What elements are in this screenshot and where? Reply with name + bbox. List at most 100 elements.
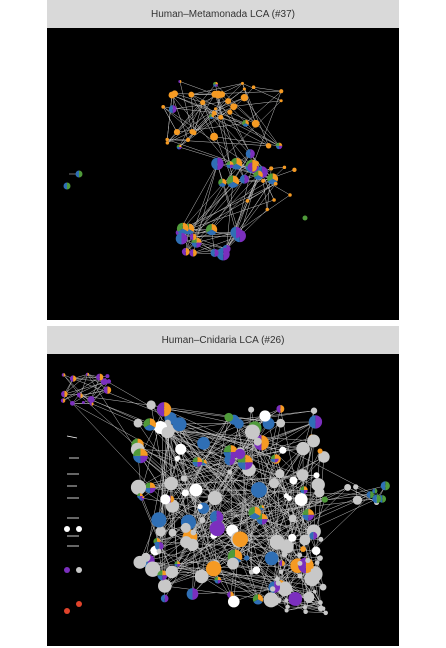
network-edge	[182, 183, 276, 229]
node-slice	[303, 486, 308, 490]
node-slice	[140, 448, 148, 456]
node-slice	[175, 232, 182, 245]
node-slice	[157, 570, 163, 576]
panel-cnidaria: Human–Cnidaria LCA (#26)	[47, 326, 399, 648]
network-node	[240, 81, 244, 85]
network-node	[210, 248, 219, 257]
network-node	[214, 576, 222, 584]
node-slice	[144, 424, 156, 431]
network-edge	[188, 199, 275, 230]
network-node	[160, 494, 171, 505]
network-node	[317, 555, 323, 561]
network-node	[288, 193, 292, 197]
network-node	[275, 597, 282, 604]
network-edge	[235, 166, 253, 233]
network-edge	[211, 116, 269, 147]
network-node	[216, 247, 230, 261]
network-node	[197, 504, 203, 510]
node-slice	[214, 248, 219, 257]
node-slice	[230, 226, 237, 238]
network-node	[380, 481, 390, 491]
network-node	[234, 418, 244, 429]
network-edge	[240, 423, 312, 452]
node-slice	[382, 495, 387, 503]
network-edge	[215, 108, 280, 147]
network-edge	[160, 462, 204, 532]
network-node	[274, 576, 280, 582]
network-node	[178, 79, 182, 84]
panel-metamonada: Human–Metamonada LCA (#37)	[47, 0, 399, 322]
network-edge	[162, 490, 375, 576]
node-slice	[184, 229, 194, 235]
network-node	[63, 182, 71, 190]
node-slice	[226, 161, 230, 165]
network-node	[237, 454, 253, 470]
network-node	[242, 87, 246, 91]
network-node	[160, 594, 169, 603]
network-node	[199, 516, 206, 523]
network-node	[70, 400, 75, 406]
network-edge	[215, 84, 280, 147]
node-slice	[236, 157, 243, 167]
network-edge	[305, 611, 326, 614]
network-node	[96, 373, 104, 381]
node-slice	[374, 488, 378, 494]
node-slice	[211, 157, 218, 170]
node-slice	[157, 575, 163, 581]
network-node	[344, 483, 352, 491]
network-node	[264, 551, 279, 566]
node-slice	[279, 560, 283, 567]
network-node	[279, 99, 283, 103]
node-slice	[172, 105, 177, 114]
network-node	[226, 161, 234, 169]
network-edge	[170, 417, 280, 474]
network-node	[172, 417, 187, 432]
node-slice	[213, 81, 216, 85]
network-edge	[163, 106, 193, 132]
node-slice	[211, 223, 218, 233]
network-edge	[152, 487, 348, 570]
network-edge	[214, 113, 280, 147]
network-node	[305, 557, 311, 563]
network-node	[213, 81, 219, 87]
node-slice	[223, 445, 231, 453]
node-slice	[137, 493, 140, 496]
network-node	[269, 166, 274, 171]
node-slice	[139, 495, 143, 499]
network-edge	[271, 167, 285, 169]
node-slice	[188, 223, 195, 232]
node-slice	[209, 114, 212, 118]
node-slice	[205, 223, 212, 233]
network-node	[161, 105, 166, 109]
node-slice	[239, 174, 245, 184]
node-slice	[280, 405, 285, 413]
network-node	[226, 175, 240, 188]
network-node	[292, 167, 297, 172]
network-node	[302, 509, 315, 521]
node-slice	[191, 242, 197, 248]
node-slice	[196, 237, 202, 243]
node-slice	[372, 494, 377, 504]
network-node	[300, 486, 308, 494]
network-edge	[185, 153, 251, 252]
network-node	[311, 546, 321, 556]
network-node	[209, 510, 224, 524]
network-node	[276, 405, 285, 413]
network-node	[218, 178, 227, 187]
network-node	[212, 110, 216, 115]
node-slice	[242, 119, 246, 125]
node-slice	[69, 375, 74, 382]
network-graph-cnidaria	[60, 372, 390, 616]
node-slice	[279, 145, 283, 150]
network-edge	[245, 91, 282, 124]
network-edge	[191, 94, 215, 137]
node-slice	[242, 123, 249, 127]
node-slice	[162, 575, 168, 581]
network-edge	[201, 497, 216, 577]
network-edge	[347, 487, 377, 503]
network-node	[227, 595, 240, 608]
node-slice	[248, 506, 255, 516]
network-node	[252, 566, 261, 574]
node-slice	[247, 162, 253, 172]
network-edge	[179, 81, 193, 132]
